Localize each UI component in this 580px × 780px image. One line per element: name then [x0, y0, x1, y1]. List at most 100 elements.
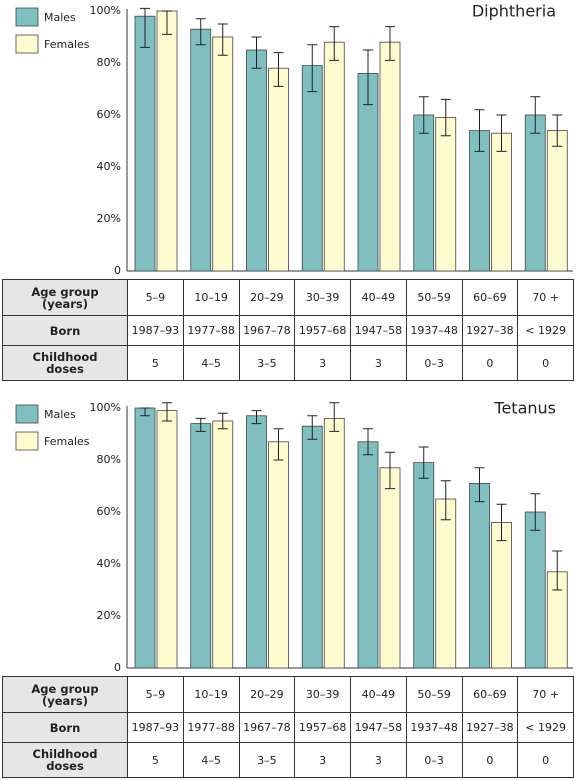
bar [491, 132, 512, 272]
table-cell: 3 [294, 742, 351, 778]
bar [379, 467, 401, 669]
legend-label: Females [44, 38, 90, 51]
category-label: 70 + [517, 279, 574, 316]
y-tick-label: 40% [97, 557, 121, 570]
error-bar [329, 26, 340, 61]
table-cell: 3 [350, 345, 407, 381]
error-bar [418, 446, 429, 479]
table-cell: 4–5 [182, 742, 240, 778]
category-label: 60–69 [461, 676, 519, 713]
table-cell: 5 [127, 742, 184, 778]
table-cell: < 1929 [517, 315, 574, 346]
bar [156, 10, 178, 272]
category-label: 5–9 [127, 676, 184, 713]
error-bar [418, 96, 429, 134]
bar [524, 511, 546, 669]
category-label: 10–19 [182, 279, 240, 316]
bar [246, 415, 267, 669]
table-cell: 1957–68 [294, 712, 351, 743]
bar [212, 36, 234, 272]
y-tick-label: 80% [97, 56, 121, 69]
table-cell: 0 [461, 345, 519, 381]
error-bar [217, 412, 228, 430]
category-label: 40–49 [350, 676, 407, 713]
bar [134, 15, 156, 272]
error-bar [140, 407, 150, 417]
y-tick-label: 0 [114, 661, 121, 674]
table-cell: 1937–48 [405, 315, 463, 346]
row-header: Born [2, 315, 128, 346]
legend-swatch [15, 7, 39, 27]
category-label: 5–9 [127, 279, 184, 316]
category-label: 10–19 [182, 676, 240, 713]
category-label: 50–59 [405, 279, 463, 316]
category-label: 40–49 [350, 279, 407, 316]
table-cell: 1977–88 [182, 315, 240, 346]
y-tick-label: 20% [97, 212, 121, 225]
chart-title: Tetanus [493, 399, 556, 418]
bar [301, 65, 323, 272]
bar [190, 28, 212, 272]
error-bar [363, 428, 373, 456]
bar [491, 522, 512, 669]
bar [413, 114, 435, 272]
bar [156, 410, 178, 669]
row-header: Age group (years) [2, 279, 128, 316]
legend-swatch [15, 404, 39, 424]
table-row: Born 1987–93 1977–88 1967–78 1957–68 1947–58 1… [2, 712, 574, 743]
table-cell: 3–5 [238, 345, 296, 381]
bar [268, 67, 289, 272]
error-bar [530, 493, 541, 531]
bar [212, 420, 234, 669]
error-bar [217, 23, 228, 56]
bar [301, 425, 323, 669]
row-header-text: Born [49, 720, 81, 735]
table-cell: 3–5 [238, 742, 296, 778]
bar [379, 41, 401, 272]
error-bar [474, 467, 485, 503]
row-header-text: Childhood doses [32, 747, 98, 773]
bar [268, 441, 289, 669]
row-header-text: Childhood doses [32, 350, 98, 376]
y-tick-label: 20% [97, 609, 121, 622]
error-bar [195, 18, 206, 46]
table-row: Born 1987–93 1977–88 1967–78 1957–68 1947–58 1… [2, 315, 574, 346]
bar [357, 441, 379, 669]
row-header: Childhood doses [2, 742, 128, 778]
bar [190, 423, 212, 669]
legend-label: Males [44, 408, 76, 421]
bar [323, 41, 345, 272]
category-label: 20–29 [238, 676, 296, 713]
error-bar [552, 114, 563, 147]
error-bar [552, 550, 563, 591]
y-tick-label: 40% [97, 160, 121, 173]
error-bar [251, 36, 262, 69]
data-table: Age group (years) 5–9 10–19 20–29 30–39 40–49… [2, 279, 574, 381]
y-tick-label: 0 [114, 264, 121, 277]
legend-label: Females [44, 435, 90, 448]
row-header-text: Age group (years) [31, 284, 99, 311]
error-bar [162, 10, 172, 35]
table-cell: 1967–78 [238, 712, 296, 743]
legend-label: Males [44, 11, 76, 24]
y-tick-label: 100% [90, 4, 121, 17]
error-bar [273, 428, 284, 461]
legend-swatch [15, 431, 39, 451]
bar [246, 49, 267, 272]
row-header-text: Born [49, 323, 81, 338]
bar [413, 462, 435, 669]
table-cell: 1987–93 [127, 712, 184, 743]
category-label: 30–39 [294, 676, 351, 713]
error-bar [474, 109, 485, 152]
error-bar [329, 402, 340, 432]
error-bar [140, 7, 150, 48]
table-cell: 0–3 [405, 345, 463, 381]
row-header-text: Age group (years) [31, 681, 99, 708]
category-label: 30–39 [294, 279, 351, 316]
table-cell: 1947–58 [350, 315, 407, 346]
bar [469, 482, 490, 669]
table-cell: 1967–78 [238, 315, 296, 346]
table-row: Childhood doses 5 4–5 3–5 3 3 0–3 0 0 [2, 345, 574, 381]
error-bar [530, 96, 541, 134]
table-cell: 0–3 [405, 742, 463, 778]
